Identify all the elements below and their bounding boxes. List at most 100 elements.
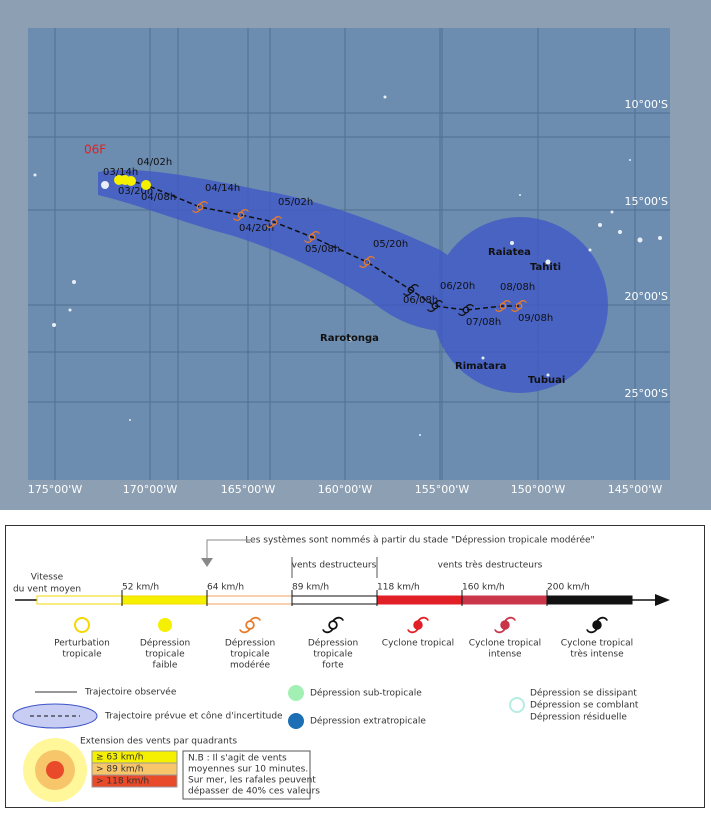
place-label: Rimatara	[455, 361, 507, 372]
scale-segment	[376, 595, 463, 605]
category-icon	[322, 616, 344, 634]
track-point	[458, 304, 474, 316]
note-line: N.B : Il s'agit de vents	[188, 754, 287, 764]
category-label: faible	[153, 661, 178, 671]
speed-label: 89 km/h	[292, 583, 329, 593]
category-label: Cyclone tropical	[382, 639, 454, 649]
island	[629, 159, 631, 161]
place-label: Rarotonga	[320, 333, 379, 344]
track-label: 06/20h	[440, 281, 475, 292]
category-label: intense	[488, 650, 522, 660]
cyclone-eye	[407, 286, 415, 294]
island	[546, 373, 550, 377]
speed-title: du vent moyen	[13, 585, 81, 595]
cyclone-arms	[586, 616, 608, 634]
longitude-label: 155°00'W	[415, 483, 470, 496]
islands	[33, 95, 662, 436]
extratropical-icon	[288, 713, 304, 729]
island	[348, 338, 352, 342]
zone-bracket	[291, 557, 378, 578]
category-label: Dépression	[225, 638, 275, 649]
cyclone-arms	[403, 284, 419, 296]
quadrant-swatch	[91, 774, 178, 788]
track-label: 04/14h	[205, 183, 240, 194]
note-line: Sur mer, les rafales peuvent	[188, 776, 316, 786]
cyclone-arms	[322, 616, 344, 634]
island	[588, 248, 592, 252]
dissipating-label: Dépression se comblant	[530, 700, 639, 711]
cyclone-arms	[511, 300, 527, 312]
track-label: 09/08h	[518, 313, 553, 324]
cyclone-eye	[515, 302, 523, 310]
cyclone-arms	[304, 231, 320, 243]
category-icon	[586, 616, 608, 634]
cyclone-arms	[359, 256, 375, 268]
scale-arrowhead	[655, 594, 670, 606]
category-label: tropicale	[313, 650, 353, 660]
track-label: 03/20h	[118, 186, 153, 197]
track-point	[511, 300, 527, 312]
speed-label: 160 km/h	[462, 583, 505, 593]
speed-label: 200 km/h	[547, 583, 590, 593]
category-icon	[407, 616, 429, 634]
track-point	[403, 284, 419, 296]
cyclone-eye	[592, 620, 602, 630]
category-label: forte	[322, 661, 344, 671]
scale-segment	[121, 595, 208, 605]
category-label: modérée	[230, 660, 271, 671]
track-point	[266, 216, 282, 228]
cyclone-arms	[266, 216, 282, 228]
island	[72, 280, 76, 284]
quadrant-label: > 118 km/h	[96, 777, 149, 787]
island	[610, 210, 614, 214]
speed-label: 52 km/h	[122, 583, 159, 593]
place-label: Raiatea	[488, 247, 531, 258]
track-label: 08/08h	[500, 282, 535, 293]
observed-track-label: Trajectoire observée	[84, 687, 177, 698]
cyclone-arms	[494, 616, 516, 634]
longitude-label: 165°00'W	[221, 483, 276, 496]
island	[637, 237, 643, 243]
note-box	[182, 750, 311, 800]
cyclone-arms	[407, 616, 429, 634]
track-label: 04/02h	[137, 157, 172, 168]
island	[33, 173, 37, 177]
naming-arrow	[206, 539, 255, 560]
track-label: 05/08h	[305, 244, 340, 255]
wind-zone: vents très destructeurs	[438, 560, 543, 571]
track	[119, 179, 519, 311]
track-label: 05/20h	[373, 239, 408, 250]
dissipating-label: Dépression se dissipant	[530, 688, 637, 699]
island	[383, 95, 387, 99]
longitude-label: 175°00'W	[28, 483, 83, 496]
track-label: 04/08h	[141, 192, 176, 203]
track-label: 07/08h	[466, 317, 501, 328]
island	[101, 181, 109, 189]
extratropical-label: Dépression extratropicale	[310, 716, 426, 727]
quadrant-inner	[46, 761, 64, 779]
category-icon	[494, 616, 516, 634]
cyclone-arms	[427, 300, 443, 312]
island	[618, 230, 622, 234]
dissipating-label: Dépression résiduelle	[530, 712, 627, 723]
speed-title: Vitesse	[31, 573, 64, 583]
cyclone-arms	[233, 209, 249, 221]
category-icon	[158, 618, 172, 632]
note-line: moyennes sur 10 minutes.	[188, 765, 308, 775]
island	[658, 236, 662, 240]
category-label: Cyclone tropical	[561, 639, 633, 649]
island	[68, 308, 72, 312]
naming-note: Les systèmes sont nommés à partir du sta…	[245, 535, 594, 546]
storm-name: 06F	[84, 143, 106, 157]
category-label: Perturbation	[54, 639, 110, 649]
category-label: tropicale	[230, 650, 270, 660]
latitude-label: 15°00'S	[624, 195, 668, 208]
cyclone-eye	[413, 620, 423, 630]
track-label: 03/14h	[103, 167, 138, 178]
cyclone-eye	[328, 620, 338, 630]
category-icon	[239, 616, 261, 634]
island	[598, 223, 602, 227]
quadrants-title: Extension des vents par quadrants	[80, 737, 237, 747]
